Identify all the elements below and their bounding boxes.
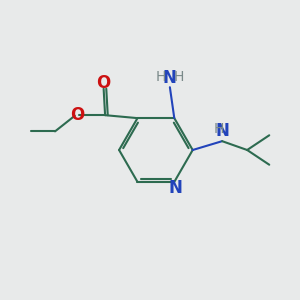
Text: H: H — [173, 70, 184, 84]
Text: O: O — [70, 106, 85, 124]
Text: H: H — [213, 122, 224, 136]
Text: O: O — [97, 74, 111, 92]
Text: H: H — [155, 70, 166, 84]
Text: N: N — [169, 179, 183, 197]
Text: N: N — [163, 69, 177, 87]
Text: N: N — [216, 122, 230, 140]
